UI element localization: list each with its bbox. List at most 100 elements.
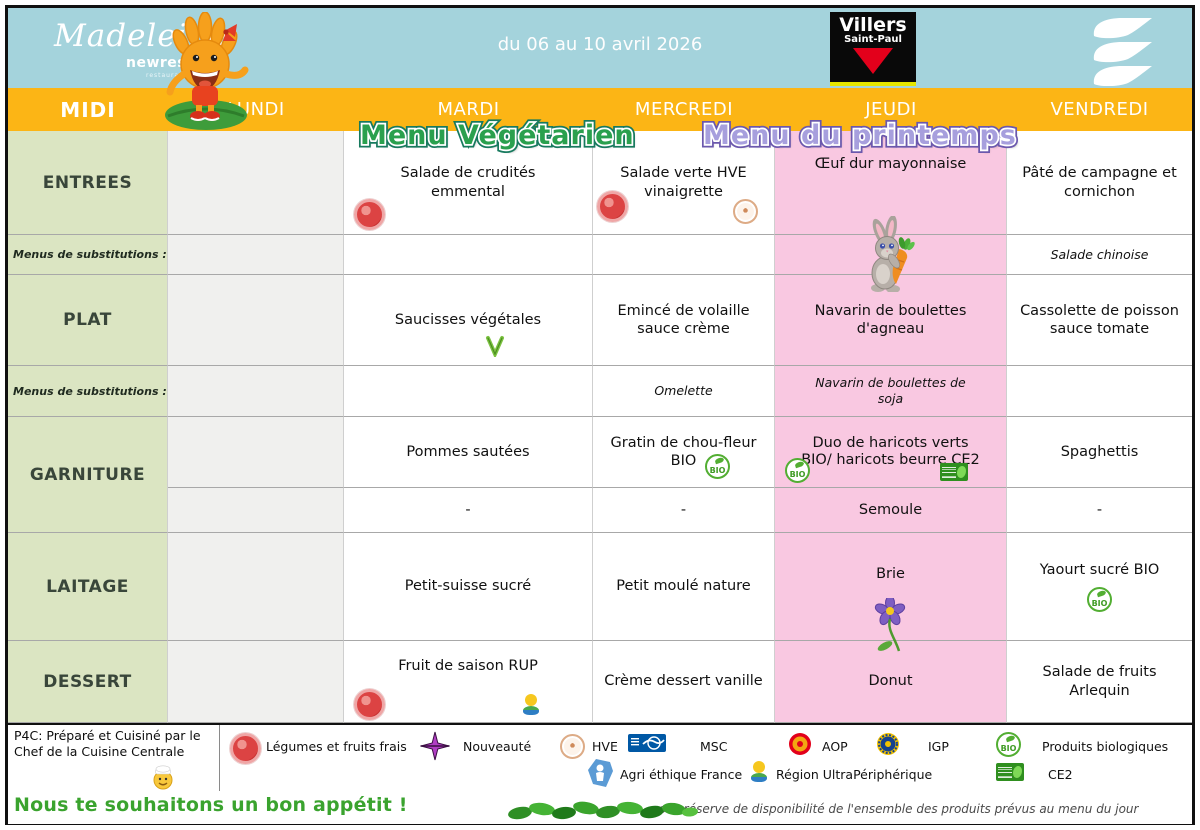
greeting-text: Nous te souhaitons un bon appétit ! (14, 794, 408, 816)
cell-laitage-vendredi: Yaourt sucré BIO BIO (1007, 533, 1192, 641)
cell-garniture-mardi: Pommes sautées (344, 417, 593, 488)
dish-text: Spaghettis (1060, 443, 1139, 460)
dish-text: Yaourt sucré BIO (1039, 562, 1160, 579)
banner-text-outline: Menu du printemps (700, 117, 1020, 155)
fresh-produce-icon (230, 733, 261, 764)
cell-entrees-mardi: Salade de crudités emmental (344, 131, 593, 235)
violet-flower-icon (874, 598, 906, 652)
menu-card: Madeleine newrest restauration du 06 au … (5, 5, 1195, 825)
madeleine-mascot-icon (165, 12, 249, 130)
day-header-mardi: MARDI (437, 99, 500, 120)
cell-subst2-vendredi (1007, 366, 1192, 417)
cell-subst1-vendredi: Salade chinoise (1007, 235, 1192, 275)
day-header-vendredi: VENDREDI (1050, 99, 1149, 120)
cell-garniture2-mardi: - (344, 488, 593, 533)
dish-text: Petit moulé nature (616, 578, 751, 595)
disclaimer-text: sous réserve de disponibilité de l'ensem… (652, 802, 1139, 816)
cell-garniture-lundi (168, 417, 344, 488)
cell-garniture-vendredi: Spaghettis (1007, 417, 1192, 488)
cell-subst1-lundi (168, 235, 344, 275)
fresh-produce-icon (354, 199, 385, 230)
easter-bunny-icon (871, 216, 915, 292)
banner-text-stroke: Menu Végétarien (358, 118, 635, 153)
cell-dessert-vendredi: Salade de fruits Arlequin (1007, 641, 1192, 723)
ce2-icon (940, 463, 968, 481)
legend-label-ce2: CE2 (1048, 767, 1073, 782)
cell-entrees-mercredi: Salade verte HVE vinaigrette (593, 131, 775, 235)
rup-icon (750, 761, 768, 785)
villers-yellow-strip (830, 82, 916, 86)
newrest-swoosh-icon (1093, 18, 1152, 86)
cell-dessert-mercredi: Crème dessert vanille (593, 641, 775, 723)
dish-text: Navarin de boulettes d'agneau (814, 302, 967, 337)
villers-logo-line2: Saint-Paul (844, 34, 902, 45)
cell-entrees-jeudi: Œuf dur mayonnaise (775, 131, 1007, 292)
dish-text: Fruit de saison RUP (398, 658, 538, 674)
cell-dessert-lundi (168, 641, 344, 723)
row-label-substitutions-1: Menus de substitutions : (8, 235, 168, 275)
dish-text: Navarin de boulettes de soja (815, 375, 966, 406)
dish-text: - (680, 501, 687, 518)
leaves-decoration-icon (508, 801, 698, 820)
dish-text: Cassolette de poisson sauce tomate (1020, 302, 1179, 337)
top-banner: Madeleine newrest restauration du 06 au … (8, 8, 1192, 130)
cell-subst2-mercredi: Omelette (593, 366, 775, 417)
msc-icon (628, 734, 666, 752)
legend-label-igp: IGP (928, 739, 949, 754)
dish-text: Gratin de chou-fleur BIO (610, 434, 757, 469)
dish-text: Œuf dur mayonnaise (814, 156, 967, 172)
dish-text: Salade verte HVE vinaigrette (620, 165, 747, 200)
cell-garniture-jeudi: Duo de haricots verts BIO/ haricots beur… (775, 417, 1007, 488)
banner-text-fill: Menu Végétarien (360, 120, 635, 151)
bio-icon: BIO (996, 732, 1021, 757)
legend-label-msc: MSC (700, 739, 728, 754)
row-label-plat: PLAT (8, 275, 168, 366)
cell-garniture-mercredi: Gratin de chou-fleur BIO BIO (593, 417, 775, 488)
dish-text: Salade chinoise (1050, 246, 1149, 262)
cell-garniture2-lundi (168, 488, 344, 533)
aop-icon (789, 733, 811, 755)
legend-label-legumes: Légumes et fruits frais (266, 739, 407, 754)
fresh-produce-icon (354, 689, 385, 720)
bio-icon: BIO (705, 454, 730, 479)
dish-text: Duo de haricots verts BIO/ haricots beur… (801, 435, 980, 468)
villers-saint-paul-logo: Villers Saint-Paul (830, 12, 916, 86)
legend-label-bio: Produits biologiques (1042, 739, 1169, 754)
legend-label-rup: Région UltraPériphérique (776, 767, 933, 782)
cell-plat-mercredi: Emincé de volaille sauce crème (593, 275, 775, 366)
banner-text-stroke: Menu du printemps (701, 118, 1017, 153)
cell-subst2-jeudi: Navarin de boulettes de soja (775, 366, 1007, 417)
p4c-note: P4C: Préparé et Cuisiné par le Chef de l… (8, 725, 220, 791)
cell-garniture2-jeudi: Semoule (775, 488, 1007, 533)
banner-menu-printemps: Menu du printemps Menu du printemps Menu… (700, 117, 1020, 155)
legend-label-agri: Agri éthique France (620, 767, 743, 782)
dish-text: Pommes sautées (406, 443, 530, 460)
week-title: du 06 au 10 avril 2026 (497, 34, 703, 55)
dish-text: Salade de fruits Arlequin (1042, 664, 1157, 699)
dish-text: Salade de crudités emmental (400, 165, 536, 200)
cell-entrees-vendredi: Pâté de campagne et cornichon (1007, 131, 1192, 235)
villers-triangle-icon (853, 48, 893, 74)
cell-laitage-lundi (168, 533, 344, 641)
ce2-icon (996, 763, 1024, 781)
fresh-produce-icon (597, 191, 628, 222)
dish-text: Saucisses végétales (394, 311, 542, 328)
cell-entrees-lundi (168, 131, 344, 235)
cell-plat-mardi: Saucisses végétales (344, 275, 593, 366)
dish-text: Semoule (858, 501, 923, 518)
legend-label-nouveaute: Nouveauté (463, 739, 532, 754)
footer: Nous te souhaitons un bon appétit ! sous… (8, 793, 1192, 824)
bio-icon: BIO (1087, 586, 1112, 612)
brand-newrest-tagline: restauration (146, 72, 195, 79)
row-label-substitutions-2: Menus de substitutions : (8, 366, 168, 417)
menu-table: ENTREES Salade de crudités emmental Sala… (8, 131, 1192, 723)
legend-label-aop: AOP (822, 739, 848, 754)
dish-text: Pâté de campagne et cornichon (1022, 165, 1177, 200)
banner-text-outline: Menu Végétarien (357, 117, 638, 155)
row-label-dessert: DESSERT (8, 641, 168, 723)
cell-plat-vendredi: Cassolette de poisson sauce tomate (1007, 275, 1192, 366)
cell-subst2-lundi (168, 366, 344, 417)
cell-laitage-mardi: Petit-suisse sucré (344, 533, 593, 641)
legend: P4C: Préparé et Cuisiné par le Chef de l… (8, 723, 1192, 793)
hve-icon (733, 199, 758, 224)
